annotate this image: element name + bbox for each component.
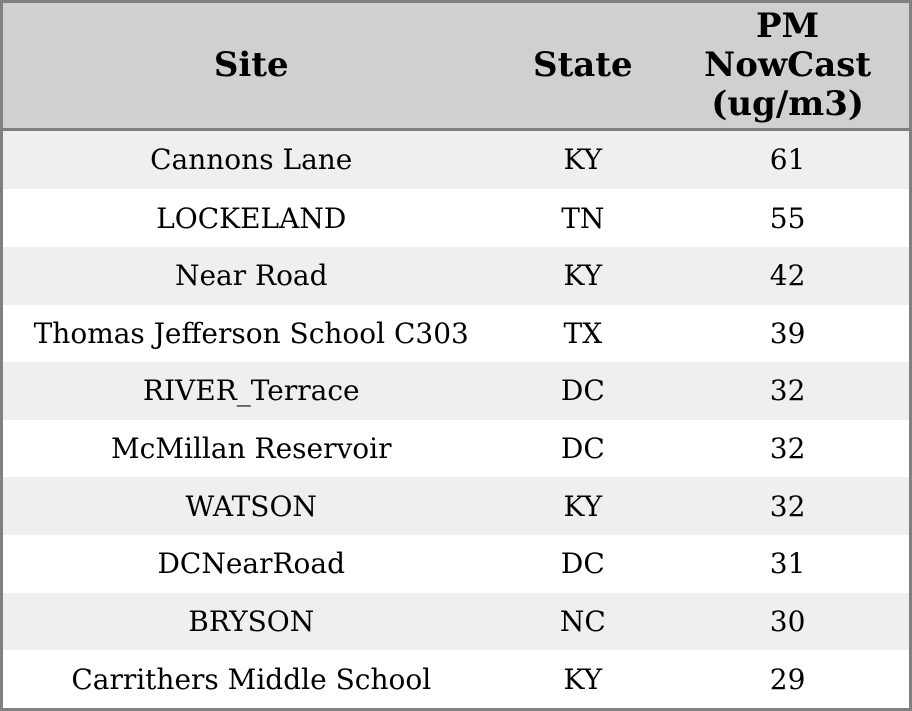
column-header-site: Site: [3, 3, 500, 131]
header-row: Site State PM NowCast (ug/m3): [3, 3, 909, 131]
value-cell: 39: [769, 316, 806, 350]
table-row: BRYSON NC 30: [3, 592, 909, 651]
site-cell: WATSON: [185, 489, 317, 523]
site-cell: McMillan Reservoir: [110, 432, 392, 466]
table-body: Cannons Lane KY 61 LOCKELAND TN 55 Near …: [3, 129, 909, 708]
column-header-state-label: State: [533, 44, 633, 85]
value-cell: 32: [769, 374, 806, 408]
state-cell: DC: [560, 432, 605, 466]
table-row: RIVER_Terrace DC 32: [3, 362, 909, 420]
value-cell: 30: [769, 604, 806, 638]
site-cell: LOCKELAND: [156, 201, 347, 235]
site-cell: Carrithers Middle School: [71, 662, 432, 696]
table-row: McMillan Reservoir DC 32: [3, 419, 909, 478]
state-cell: KY: [563, 662, 603, 696]
pm-nowcast-table: Site State PM NowCast (ug/m3) Cannons La…: [3, 3, 909, 708]
state-cell: KY: [563, 259, 603, 293]
site-cell: Near Road: [174, 259, 328, 293]
table-row: WATSON KY 32: [3, 477, 909, 535]
table-row: DCNearRoad DC 31: [3, 535, 909, 593]
state-cell: NC: [559, 604, 606, 638]
column-header-site-label: Site: [213, 44, 289, 85]
column-header-pm-nowcast: PM NowCast (ug/m3): [666, 3, 909, 131]
state-cell: TN: [561, 201, 605, 235]
site-cell: Thomas Jefferson School C303: [33, 316, 469, 350]
table-header: Site State PM NowCast (ug/m3): [3, 3, 909, 131]
state-cell: KY: [563, 489, 603, 523]
state-cell: TX: [563, 316, 603, 350]
site-cell: DCNearRoad: [157, 547, 346, 581]
table-row: Cannons Lane KY 61: [3, 129, 909, 190]
value-cell: 29: [769, 662, 806, 696]
column-header-pm-nowcast-label: PM NowCast (ug/m3): [704, 5, 872, 124]
site-cell: Cannons Lane: [150, 143, 353, 177]
table-row: LOCKELAND TN 55: [3, 189, 909, 247]
value-cell: 55: [769, 201, 806, 235]
site-cell: RIVER_Terrace: [142, 374, 360, 408]
value-cell: 61: [769, 143, 806, 177]
column-header-state: State: [499, 3, 667, 131]
site-cell: BRYSON: [188, 604, 315, 638]
state-cell: DC: [560, 547, 605, 581]
table-row: Thomas Jefferson School C303 TX 39: [3, 304, 909, 363]
value-cell: 32: [769, 432, 806, 466]
value-cell: 31: [769, 547, 806, 581]
state-cell: DC: [560, 374, 605, 408]
table-row: Carrithers Middle School KY 29: [3, 650, 909, 708]
value-cell: 32: [769, 489, 806, 523]
table-row: Near Road KY 42: [3, 246, 909, 305]
value-cell: 42: [769, 259, 806, 293]
state-cell: KY: [563, 143, 603, 177]
